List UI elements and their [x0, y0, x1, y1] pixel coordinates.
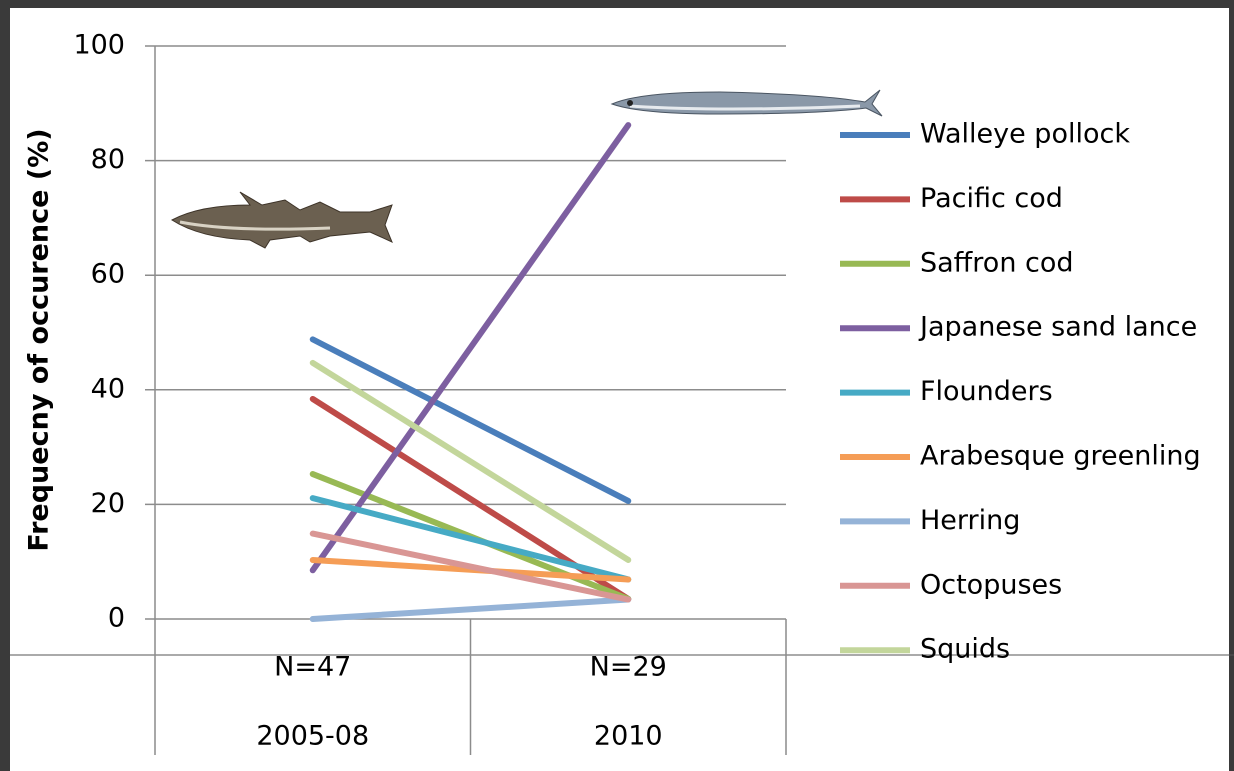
x-group-label: 2010: [594, 721, 663, 752]
legend-label: Walleye pollock: [920, 119, 1130, 150]
series-line: [309, 495, 632, 583]
series-line: [309, 336, 632, 504]
y-tick-label: 40: [91, 373, 125, 404]
series-line: [309, 556, 632, 583]
legend-label: Herring: [920, 505, 1020, 536]
x-tick-label: N=29: [590, 652, 667, 683]
series-line: [309, 596, 632, 622]
legend-label: Japanese sand lance: [918, 312, 1197, 343]
legend-label: Flounders: [920, 376, 1053, 407]
pollock-image: [171, 191, 393, 249]
y-tick-label: 20: [91, 488, 125, 519]
legend-label: Arabesque greenling: [920, 441, 1201, 472]
saury-image: [610, 89, 883, 117]
y-tick-label: 0: [108, 603, 125, 634]
y-axis-label: Frequecny of occurence (%): [24, 128, 55, 551]
y-tick-label: 80: [91, 144, 125, 175]
legend-label: Pacific cod: [920, 183, 1063, 214]
series-line: [309, 530, 632, 603]
y-tick-label: 100: [73, 30, 125, 61]
series-line: [309, 359, 632, 563]
y-tick-label: 60: [91, 259, 125, 290]
x-tick-label: N=47: [274, 652, 351, 683]
x-group-label: 2005-08: [256, 721, 369, 752]
legend-label: Saffron cod: [920, 247, 1074, 278]
legend-label: Octopuses: [920, 569, 1062, 600]
series-line: [309, 122, 632, 574]
legend-label: Squids: [920, 634, 1010, 665]
